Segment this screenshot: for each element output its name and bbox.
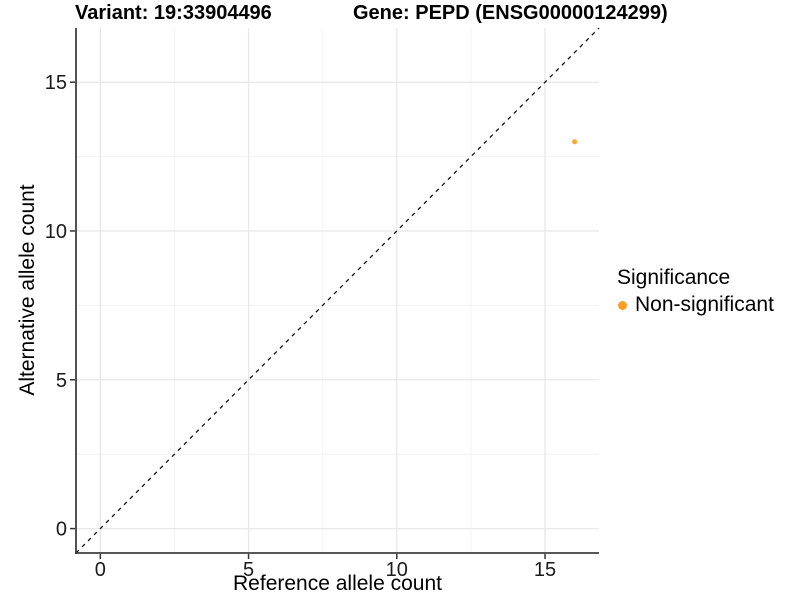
- y-tick-label: 10: [45, 221, 67, 243]
- x-tick-label: 15: [534, 559, 556, 581]
- x-tick-label: 10: [386, 559, 408, 581]
- x-axis-title: Reference allele count: [233, 572, 442, 595]
- x-tick-label: 0: [95, 559, 106, 581]
- identity-reference-line: [75, 27, 600, 554]
- plot-title-gene: Gene: PEPD (ENSG00000124299): [353, 2, 668, 24]
- legend-item-label: Non-significant: [635, 293, 774, 316]
- legend-key-dot-icon: [618, 300, 627, 310]
- legend: Significance Non-significant: [614, 265, 774, 317]
- x-tick-label: 5: [243, 559, 254, 581]
- y-axis-title: Alternative allele count: [16, 184, 39, 396]
- y-tick-label: 0: [56, 519, 67, 541]
- legend-item-non-significant: Non-significant: [614, 293, 774, 317]
- legend-title: Significance: [617, 266, 731, 289]
- y-tick-label: 15: [45, 72, 67, 94]
- data-point: [572, 139, 578, 145]
- plot-title-variant: Variant: 19:33904496: [75, 2, 272, 24]
- y-tick-label: 5: [56, 370, 67, 392]
